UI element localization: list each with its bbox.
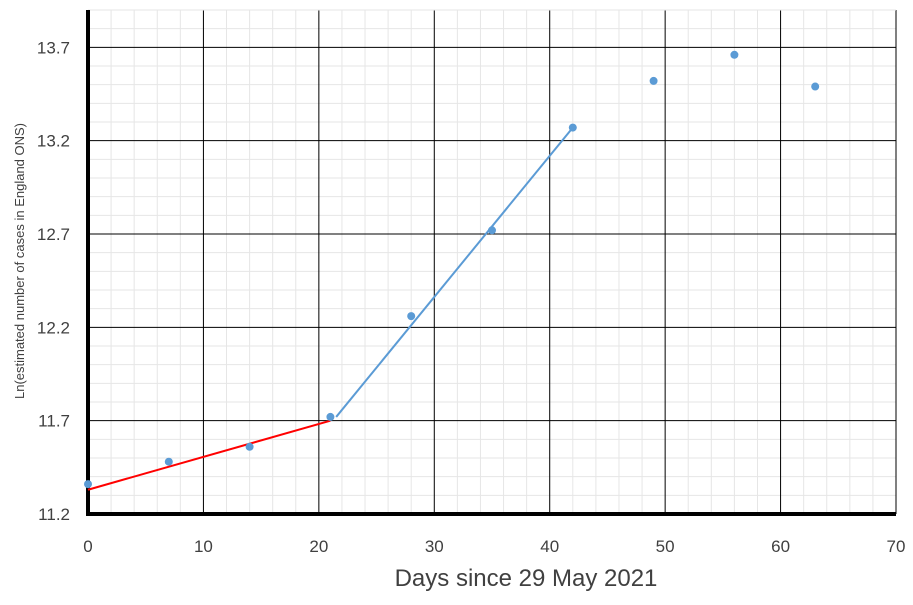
x-axis-label: Days since 29 May 2021: [395, 565, 658, 592]
trendline-1: [87, 419, 331, 491]
trendlines: [87, 126, 574, 491]
data-point: [568, 123, 577, 132]
trendline-2: [335, 126, 574, 418]
data-point: [245, 442, 254, 451]
data-point: [488, 226, 496, 235]
major-gridlines: [88, 9, 897, 514]
x-tick-label: 40: [540, 537, 559, 556]
data-point: [811, 82, 820, 91]
data-point: [407, 312, 416, 321]
y-tick-label: 11.2: [38, 505, 70, 524]
x-tick-label: 30: [425, 537, 444, 556]
y-axis-label: Ln(estimated number of cases in England …: [12, 123, 27, 399]
x-tick-label: 70: [887, 537, 906, 556]
y-tick-labels: 11.2 11.7 12.2 12.7 13.2 13.7: [37, 38, 70, 524]
data-point: [730, 50, 739, 59]
data-point: [326, 412, 335, 421]
x-tick-label: 20: [309, 537, 328, 556]
x-tick-label: 50: [656, 537, 675, 556]
y-tick-label: 11.7: [38, 412, 70, 431]
x-tick-labels: 0 10 20 30 40 50 60 70: [83, 537, 905, 556]
data-points: [84, 50, 820, 489]
minor-gridlines: [88, 9, 896, 514]
data-point: [164, 457, 173, 466]
x-tick-label: 0: [83, 537, 92, 556]
y-tick-label: 13.2: [37, 132, 70, 151]
axes: [86, 10, 896, 516]
y-tick-label: 13.7: [37, 38, 70, 57]
x-tick-label: 60: [771, 537, 790, 556]
y-tick-label: 12.2: [37, 318, 70, 337]
data-point: [649, 76, 658, 85]
x-tick-label: 10: [194, 537, 213, 556]
data-point: [84, 480, 92, 489]
y-tick-label: 12.7: [37, 225, 70, 244]
